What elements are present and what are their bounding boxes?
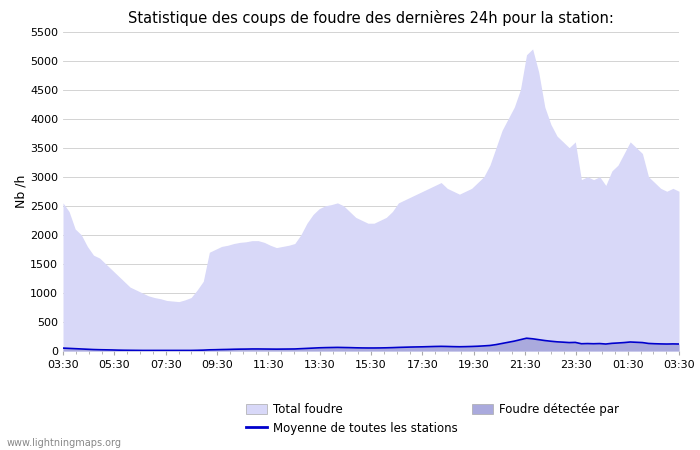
Text: www.lightningmaps.org: www.lightningmaps.org [7, 438, 122, 448]
Y-axis label: Nb /h: Nb /h [14, 175, 27, 208]
Legend: Total foudre, Moyenne de toutes les stations, Foudre détectée par: Total foudre, Moyenne de toutes les stat… [241, 398, 624, 440]
Title: Statistique des coups de foudre des dernières 24h pour la station:: Statistique des coups de foudre des dern… [128, 10, 614, 26]
